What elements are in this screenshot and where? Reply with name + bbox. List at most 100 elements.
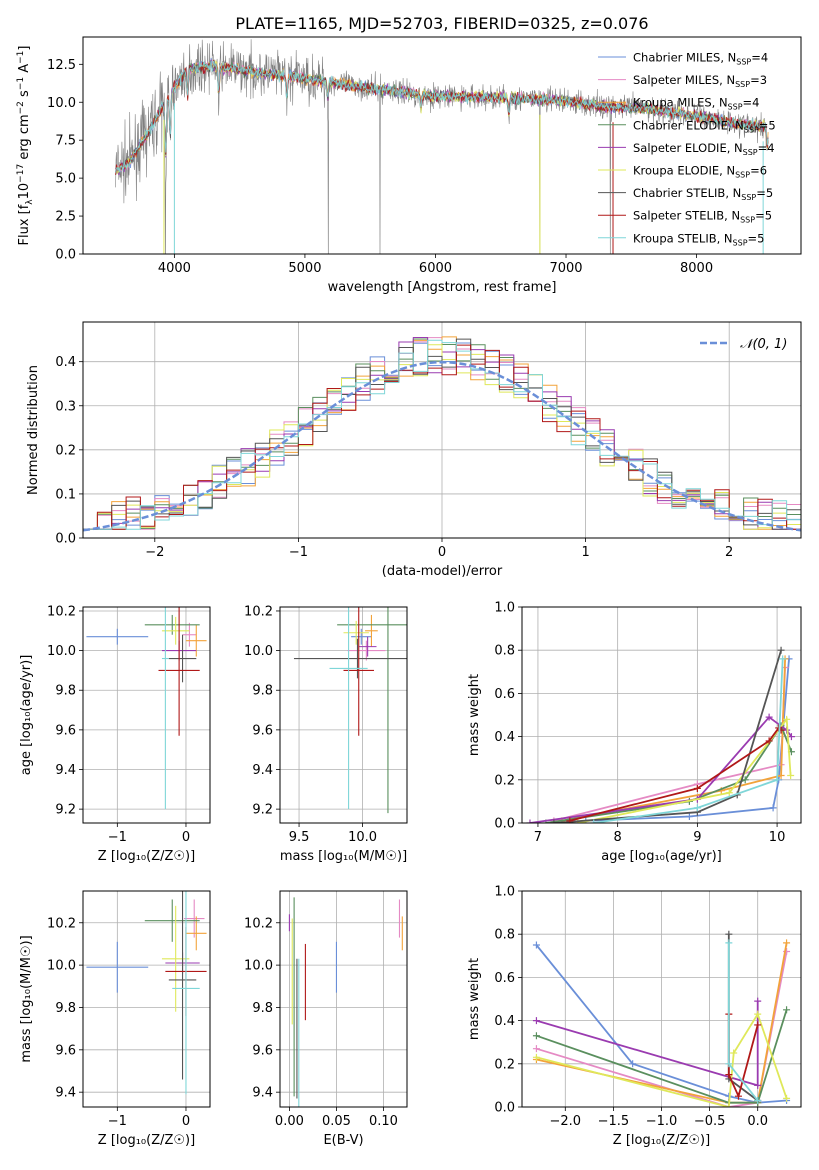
legend-label-chabrier_elodie: Chabrier ELODIE, NSSP=5	[633, 118, 776, 134]
mass_weight_vs_age-marker-chabrier_elodie-2	[741, 776, 749, 784]
spectrum-title: PLATE=1165, MJD=52703, FIBERID=0325, z=0…	[235, 14, 648, 33]
residuals-xtick-label-0: −2	[145, 545, 164, 560]
mass_weight_vs_Z-marker-kroupa_stelib-1	[725, 1060, 733, 1068]
mass_weight_vs_Z-ytick-label-1: 0.2	[494, 1057, 515, 1072]
histogram-kroupa_stelib	[83, 339, 801, 538]
mass_weight_vs_age-plot	[526, 646, 795, 823]
mass_weight_vs_age-marker-salpeter_stelib-1	[693, 784, 701, 792]
mass_weight_vs_Z-xtick-label-1: −1.5	[598, 1114, 630, 1129]
age_vs_mass-ytick-label-5: 10.2	[244, 604, 273, 619]
residuals-plot	[83, 336, 801, 538]
mass_weight_vs_Z-marker-kroupa_stelib-2	[754, 1097, 762, 1105]
mass_vs_Z-ytick-label-1: 9.6	[55, 1043, 76, 1058]
spectrum-ytick-label-3: 7.5	[55, 134, 76, 149]
mass_weight_vs_age-marker-salpeter_elodie-0	[526, 819, 534, 823]
mass_weight_vs_age-marker-kroupa_stelib-2	[773, 776, 781, 784]
age_vs_Z-ytick-label-2: 9.6	[55, 723, 76, 738]
spectrum-ytick-label-0: 0.0	[55, 248, 76, 263]
residuals-ytick-label-2: 0.2	[55, 443, 76, 458]
spectrum-ytick-label-4: 10.0	[47, 96, 76, 111]
residuals-ytick-label-0: 0.0	[55, 532, 76, 547]
mass_weight_vs_Z-marker-kroupa_elodie-0	[532, 1053, 540, 1061]
mass_weight_vs_Z-ytick-label-4: 0.8	[494, 928, 515, 943]
legend-label-kroupa_elodie: Kroupa ELODIE, NSSP=6	[633, 164, 767, 180]
age_vs_Z-xtick-label-0: −1	[108, 830, 127, 845]
mass_vs_EBV-xtick-label-0: 0.00	[275, 1114, 304, 1129]
mass_vs_Z-ylabel: mass [log₁₀(M/M☉)]	[19, 935, 34, 1062]
spectrum-xlabel: wavelength [Angstrom, rest frame]	[328, 280, 557, 295]
spectrum-ytick-label-5: 12.5	[47, 58, 76, 73]
legend-label-text-chabrier_stelib: Chabrier STELIB, N	[633, 186, 741, 200]
mass_weight_vs_age-ytick-label-4: 0.8	[494, 644, 515, 659]
mass_weight_vs_age-marker-chabrier_stelib-3	[777, 646, 785, 654]
legend-label-text-chabrier_miles: Chabrier MILES, N	[633, 51, 736, 65]
mass_weight_vs_Z-frame	[521, 890, 802, 1108]
mass_weight_vs_Z-marker-salpeter_stelib-2	[734, 1092, 742, 1100]
legend-label-text-salpeter_stelib: Salpeter STELIB, N	[633, 209, 740, 223]
legend-label-n-kroupa_stelib: =5	[748, 231, 765, 245]
mass_weight_vs_Z-ylabel: mass weight	[467, 958, 482, 1040]
mass_weight_vs_age-marker-kroupa_elodie-1	[725, 789, 733, 797]
legend-label-text-chabrier_elodie: Chabrier ELODIE, N	[633, 118, 744, 132]
mass_weight_vs_age-xlabel: age [log₁₀(age/yr)]	[601, 849, 722, 864]
spectrum-ytick-label-2: 5.0	[55, 172, 76, 187]
mass_weight_vs_age-marker-kroupa_stelib-1	[693, 804, 701, 812]
mass_weight_vs_Z-marker-salpeter_stelib-1	[725, 1071, 733, 1079]
legend-label-sub-salpeter_elodie: SSP	[743, 148, 758, 157]
mass_weight_vs_age-xtick-label-2: 9	[693, 830, 701, 845]
spectrum-ylabel-tail: erg cm	[17, 114, 32, 163]
residuals-axes: −2 −1 0 1 2 0.0 0.1 0.2 0.3 0.4 (data-model)/error…	[26, 322, 801, 579]
legend-label-chabrier_miles: Chabrier MILES, NSSP=4	[633, 51, 768, 67]
residuals-ytick-label-1: 0.1	[55, 487, 76, 502]
mass_weight_vs_age-marker-salpeter_elodie-2	[765, 713, 773, 721]
spectrum-ylabel-end: ]	[17, 46, 32, 51]
mass_weight_vs_Z-marker-salpeter_elodie-2	[754, 997, 762, 1005]
legend-label-n-salpeter_stelib: =5	[755, 209, 772, 223]
spectrum-legend: Chabrier MILES, NSSP=4 Salpeter MILES, NS…	[598, 51, 776, 247]
mass_vs_EBV-ytick-label-2: 9.8	[252, 1001, 273, 1016]
residuals-ytick-label-3: 0.3	[55, 399, 76, 414]
age_vs_mass-xtick-label-0: 9.5	[289, 830, 310, 845]
spectrum-axes: 4000 5000 6000 7000 8000 0.0 2.5 5.0 7.5 10.0 12.5…	[47, 58, 713, 295]
legend-label-n-chabrier_elodie: =5	[759, 118, 776, 132]
legend-label-sub-chabrier_miles: SSP	[736, 58, 751, 67]
residuals-xtick-label-1: −1	[289, 545, 308, 560]
mass_vs_EBV-xtick-label-2: 0.10	[369, 1114, 398, 1129]
legend-label-sub-kroupa_miles: SSP	[728, 103, 743, 112]
spectrum-ylabel-sup4: −1	[16, 51, 26, 64]
mass_weight_vs_age-xtick-label-1: 8	[614, 830, 622, 845]
mass_weight_vs_Z-marker-kroupa_stelib-0	[725, 939, 733, 947]
residuals-xtick-label-4: 2	[725, 545, 733, 560]
mass_weight_vs_Z-ytick-label-3: 0.6	[494, 971, 515, 986]
model-spectrum-kroupa_stelib	[115, 60, 769, 173]
age_vs_Z-ytick-label-3: 9.8	[55, 684, 76, 699]
mass_weight_vs_Z-ytick-label-2: 0.4	[494, 1014, 515, 1029]
legend-label-n-chabrier_stelib: =5	[756, 186, 773, 200]
age_vs_mass-frame	[279, 606, 408, 824]
mass_vs_EBV-ytick-label-4: 10.2	[244, 916, 273, 931]
age_vs_Z-ylabel: age [log₁₀(age/yr)]	[19, 655, 34, 776]
spectrum-ylabel: Flux [fλ10−17 erg cm−2 s−1 A−1]	[16, 46, 35, 246]
mass_weight_vs_age-marker-salpeter_stelib-0	[566, 817, 574, 823]
mass_vs_Z-plot	[86, 891, 207, 1095]
residuals-xlabel: (data-model)/error	[382, 564, 503, 579]
mass_vs_EBV-xtick-label-1: 0.05	[322, 1114, 351, 1129]
spectrum-xtick-label-2: 6000	[419, 261, 452, 276]
age_vs_Z-ytick-label-1: 9.4	[55, 763, 76, 778]
mass_weight_vs_age-marker-chabrier_miles-1	[685, 813, 693, 821]
mass_weight_vs_Z-ytick-label-5: 1.0	[494, 885, 515, 900]
age_vs_Z-ytick-label-5: 10.2	[47, 604, 76, 619]
mass_vs_EBV-ytick-label-1: 9.6	[252, 1043, 273, 1058]
mass_weight_vs_age-ytick-label-1: 0.2	[494, 773, 515, 788]
legend-label-salpeter_miles: Salpeter MILES, NSSP=3	[633, 73, 767, 89]
spectrum-xtick-label-4: 8000	[680, 261, 713, 276]
legend-label-sub-chabrier_elodie: SSP	[744, 125, 759, 134]
mass_weight_vs_Z-xtick-label-3: −0.5	[694, 1114, 726, 1129]
mass_vs_EBV-frame	[279, 890, 408, 1108]
legend-label-n-kroupa_elodie: =6	[750, 164, 767, 178]
age_vs_Z-xlabel: Z [log₁₀(Z/Z☉)]	[98, 849, 195, 864]
mass_weight_vs_age-marker-kroupa_stelib-3	[779, 655, 787, 663]
mass_weight_vs_Z-marker-chabrier_elodie-3	[783, 1006, 791, 1014]
mass_vs_Z-axes: −1 0 9.4 9.6 9.8 10.0 10.2 Z [log₁₀(Z/Z☉)] mass …	[19, 891, 210, 1148]
age_vs_Z-plot	[86, 607, 207, 810]
